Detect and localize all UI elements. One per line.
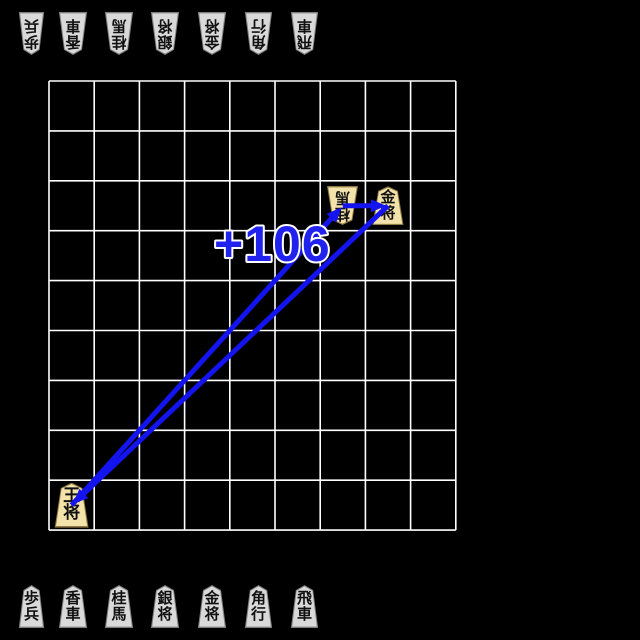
move-arrow <box>73 203 390 504</box>
board-piece-gold-general[interactable]: 金将 <box>372 186 404 226</box>
hand-piece-pawn[interactable]: 歩兵 <box>18 12 45 55</box>
piece-label: 銀将 <box>157 589 173 623</box>
piece-label: 桂馬 <box>111 589 127 623</box>
piece-face: 香車 <box>59 13 86 53</box>
piece-label: 王将 <box>63 485 81 524</box>
piece-label: 金将 <box>380 188 396 222</box>
piece-label: 角行 <box>250 589 266 623</box>
piece-face: 金将 <box>199 586 225 627</box>
piece-face: 角行 <box>245 13 271 53</box>
piece-face: 銀将 <box>152 586 178 627</box>
hand-piece-bishop[interactable]: 角行 <box>244 12 273 55</box>
piece-label: 飛車 <box>296 589 312 623</box>
piece-label: 角行 <box>251 17 267 51</box>
hand-piece-silver-general[interactable]: 銀将 <box>150 12 180 55</box>
piece-label: 香車 <box>65 17 81 51</box>
piece-label: 銀将 <box>157 17 173 51</box>
piece-label: 飛車 <box>297 17 313 51</box>
hand-piece-bishop[interactable]: 角行 <box>244 585 273 628</box>
hand-piece-knight[interactable]: 桂馬 <box>104 12 134 55</box>
piece-label: 桂馬 <box>335 189 351 224</box>
hand-piece-rook[interactable]: 飛車 <box>290 585 319 628</box>
piece-face: 銀将 <box>151 13 178 53</box>
piece-label: 金将 <box>204 17 220 51</box>
evaluation-score: +106 <box>214 216 331 272</box>
piece-label: 歩兵 <box>23 589 39 623</box>
hand-piece-lance[interactable]: 香車 <box>58 12 88 55</box>
hand-piece-lance[interactable]: 香車 <box>58 585 88 628</box>
piece-face: 歩兵 <box>19 13 43 53</box>
move-arrow <box>69 207 342 507</box>
piece-label: 歩兵 <box>24 17 40 51</box>
piece-face: 王将 <box>55 484 88 527</box>
piece-face: 飛車 <box>292 586 317 627</box>
board-piece-knight[interactable]: 桂馬 <box>326 186 359 225</box>
piece-face: 歩兵 <box>20 586 43 627</box>
piece-label: 金将 <box>204 589 220 623</box>
hand-piece-silver-general[interactable]: 銀将 <box>150 585 180 628</box>
hand-piece-rook[interactable]: 飛車 <box>290 12 319 55</box>
piece-face: 角行 <box>246 586 271 627</box>
piece-label: 香車 <box>65 589 81 623</box>
move-arrows <box>69 199 390 507</box>
piece-face: 飛車 <box>291 13 317 53</box>
piece-face: 金将 <box>198 13 225 53</box>
piece-face: 香車 <box>60 586 86 627</box>
hand-piece-gold-general[interactable]: 金将 <box>197 12 227 55</box>
piece-face: 桂馬 <box>328 188 358 224</box>
hand-piece-pawn[interactable]: 歩兵 <box>18 585 45 628</box>
hand-piece-knight[interactable]: 桂馬 <box>104 585 134 628</box>
piece-label: 桂馬 <box>111 17 127 51</box>
piece-face: 金将 <box>373 187 403 224</box>
piece-face: 桂馬 <box>106 586 132 627</box>
board-piece-king[interactable]: 王将 <box>54 482 89 528</box>
hand-piece-gold-general[interactable]: 金将 <box>197 585 227 628</box>
piece-face: 桂馬 <box>105 13 132 53</box>
